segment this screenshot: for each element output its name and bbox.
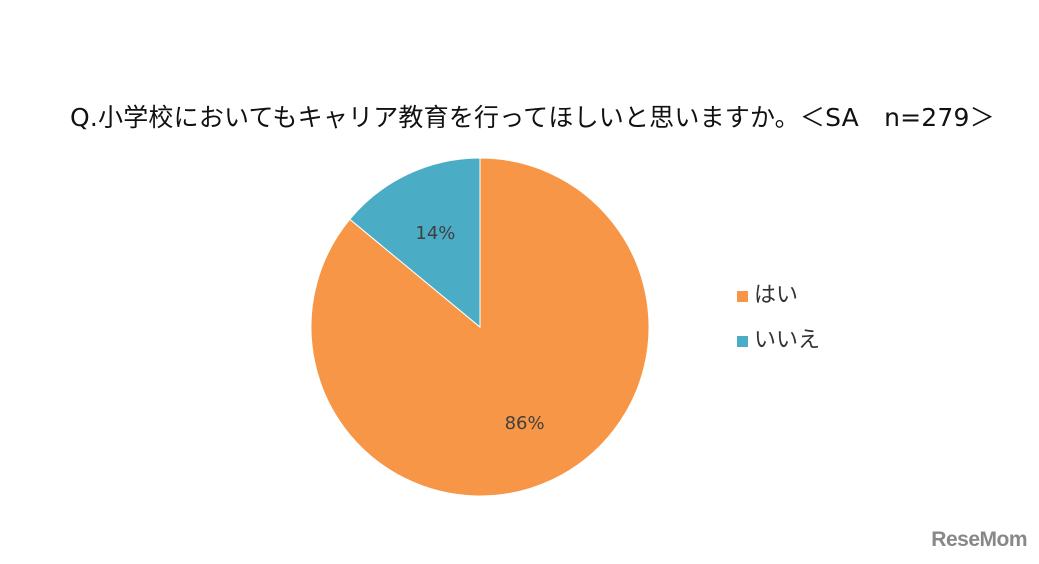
chart-title: Q.小学校においてもキャリア教育を行ってほしいと思いますか。＜SA n=279＞ <box>70 103 995 132</box>
legend-swatch-iie <box>737 335 748 347</box>
legend-item-hai: はい <box>737 281 820 311</box>
legend-label-hai: はい <box>754 283 799 308</box>
data-label-hai: 86% <box>505 413 545 434</box>
legend: はい いいえ <box>737 281 820 371</box>
data-label-iie: 14% <box>415 223 455 244</box>
slice-hai <box>310 157 650 497</box>
legend-swatch-hai <box>737 290 748 302</box>
slice-iie <box>349 157 481 329</box>
legend-label-iie: いいえ <box>754 328 821 353</box>
resemom-logo: ReseMom <box>931 528 1027 551</box>
legend-item-iie: いいえ <box>737 326 820 356</box>
